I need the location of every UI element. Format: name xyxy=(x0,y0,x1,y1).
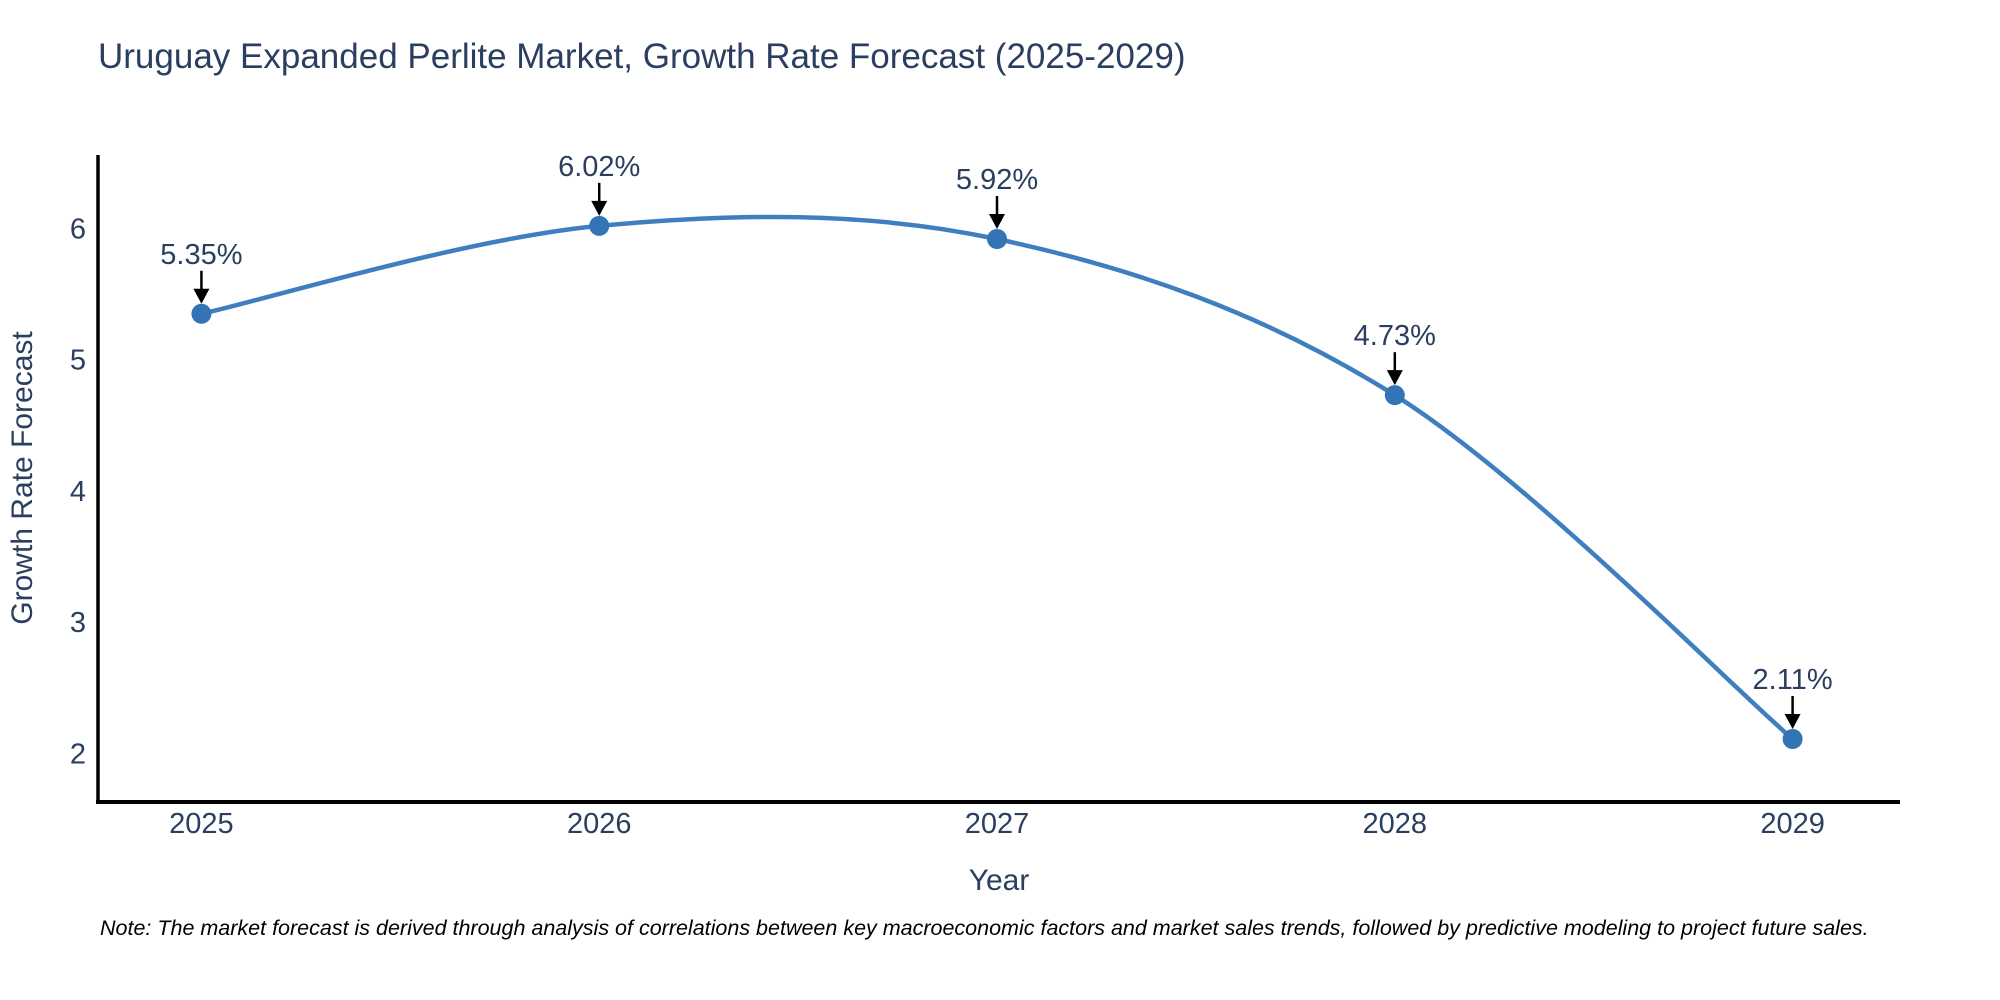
data-point xyxy=(987,228,1008,249)
series-line xyxy=(199,214,1795,742)
x-axis-title: Year xyxy=(969,864,1030,897)
x-tick-label: 2027 xyxy=(965,808,1030,840)
y-tick-label: 5 xyxy=(70,345,86,377)
y-tick-label: 2 xyxy=(70,738,86,770)
point-value-label: 5.92% xyxy=(956,164,1038,196)
x-tick-label: 2026 xyxy=(567,808,632,840)
data-point xyxy=(1782,729,1803,750)
x-tick-label: 2028 xyxy=(1363,808,1428,840)
annotation-arrowhead xyxy=(193,288,210,304)
data-point xyxy=(1384,385,1405,406)
data-point xyxy=(191,303,212,324)
x-tick-label: 2025 xyxy=(169,808,234,840)
point-value-label: 5.35% xyxy=(160,239,242,271)
chart-title: Uruguay Expanded Perlite Market, Growth … xyxy=(98,37,1186,76)
y-tick-label: 6 xyxy=(70,213,86,245)
data-point xyxy=(589,215,610,236)
annotation-arrowhead xyxy=(1784,714,1801,730)
y-tick-label: 4 xyxy=(70,476,86,508)
y-axis-title: Growth Rate Forecast xyxy=(6,331,39,625)
x-tick-label: 2029 xyxy=(1760,808,1825,840)
y-tick-label: 3 xyxy=(70,607,86,639)
annotation-arrowhead xyxy=(1386,370,1403,386)
point-value-label: 6.02% xyxy=(558,151,640,183)
point-value-label: 4.73% xyxy=(1354,320,1436,352)
footnote: Note: The market forecast is derived thr… xyxy=(100,916,1869,940)
point-value-label: 2.11% xyxy=(1753,664,1833,696)
annotation-arrowhead xyxy=(989,213,1006,229)
annotation-arrowhead xyxy=(591,200,608,216)
